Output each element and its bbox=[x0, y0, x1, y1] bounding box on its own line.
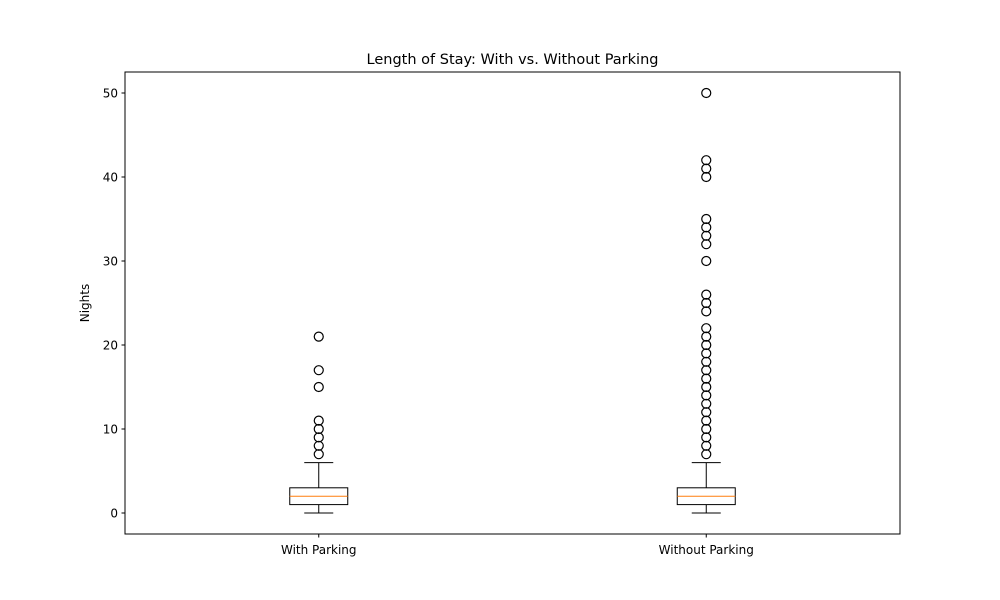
outlier-point bbox=[701, 323, 712, 334]
outlier-point bbox=[701, 255, 712, 267]
outlier-point bbox=[701, 155, 712, 166]
outlier-point bbox=[701, 423, 712, 435]
y-tick-label: 10 bbox=[103, 422, 118, 436]
outlier-point bbox=[701, 222, 712, 233]
outlier-point bbox=[701, 398, 712, 409]
y-tick-label: 50 bbox=[103, 86, 118, 100]
outlier-point bbox=[701, 213, 712, 225]
outlier-point bbox=[701, 356, 712, 367]
outlier-point bbox=[701, 449, 712, 460]
outlier-point bbox=[313, 432, 324, 443]
outlier-point bbox=[701, 297, 712, 309]
outlier-point bbox=[701, 348, 712, 359]
outlier-point bbox=[313, 423, 324, 435]
y-axis-label: Nights bbox=[78, 284, 92, 323]
outlier-point bbox=[701, 415, 712, 426]
outlier-point bbox=[313, 415, 324, 426]
y-tick-label: 0 bbox=[110, 506, 118, 520]
outlier-point bbox=[313, 331, 324, 342]
x-tick-label: With Parking bbox=[281, 543, 357, 557]
outlier-point bbox=[701, 87, 712, 99]
outlier-point bbox=[701, 230, 712, 241]
outlier-point bbox=[701, 163, 712, 174]
outlier-point bbox=[701, 432, 712, 443]
outlier-point bbox=[313, 440, 324, 451]
x-tick-label: Without Parking bbox=[659, 543, 754, 557]
outlier-point bbox=[701, 373, 712, 384]
axes-frame bbox=[124, 71, 901, 535]
outlier-point bbox=[313, 381, 324, 393]
outlier-point bbox=[701, 381, 712, 393]
outlier-point bbox=[701, 339, 712, 351]
outlier-point bbox=[701, 390, 712, 401]
outlier-point bbox=[701, 239, 712, 250]
outlier-point bbox=[313, 449, 324, 460]
plot-area: 0 10 20 30 40 50 With Parking Without Parking bbox=[103, 86, 754, 557]
y-tick-label: 30 bbox=[103, 254, 118, 268]
outlier-point bbox=[313, 365, 324, 376]
outlier-point bbox=[701, 331, 712, 342]
outlier-point bbox=[701, 289, 712, 300]
outlier-point bbox=[701, 171, 712, 183]
y-tick-label: 40 bbox=[103, 170, 118, 184]
outlier-point bbox=[701, 407, 712, 418]
outlier-point bbox=[701, 440, 712, 451]
y-tick-label: 20 bbox=[103, 338, 118, 352]
outlier-point bbox=[701, 365, 712, 376]
outlier-point bbox=[701, 306, 712, 317]
chart-title: Length of Stay: With vs. Without Parking bbox=[367, 52, 659, 68]
